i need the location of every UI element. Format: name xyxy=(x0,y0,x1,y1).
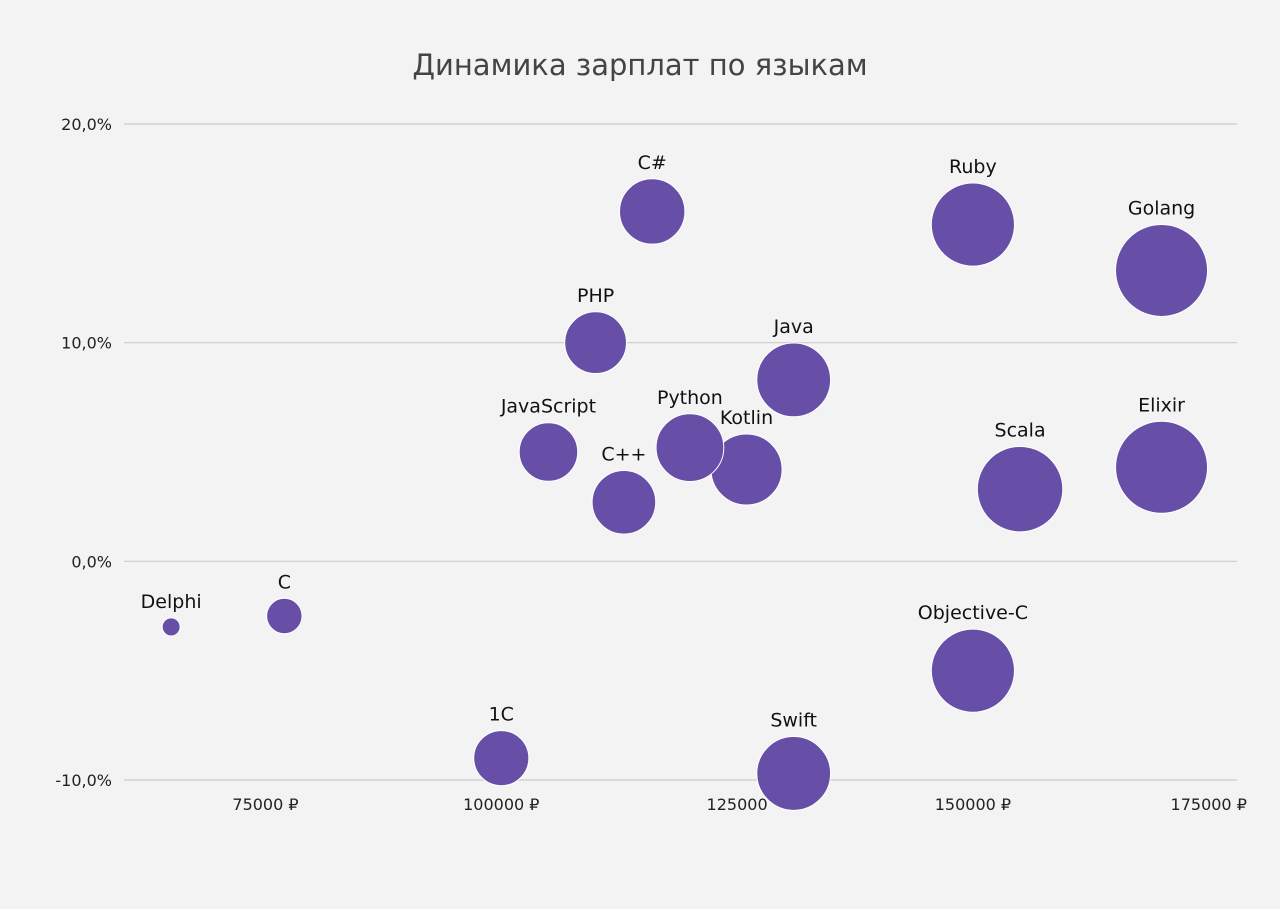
x-axis-tick-labels: 75000 ₽ 100000 ₽ 125000 150000 ₽ 175000 ₽ xyxy=(232,795,1246,814)
bubble-label-1c: 1C xyxy=(489,704,514,726)
bubble-ruby xyxy=(930,182,1015,267)
bubble-label-objective-c: Objective-C xyxy=(918,602,1028,624)
bubble-label-php: PHP xyxy=(577,285,614,307)
y-tick-label: 0,0% xyxy=(71,552,112,571)
bubble-label-golang: Golang xyxy=(1128,198,1195,220)
bubble-label-java: Java xyxy=(773,316,814,338)
bubble-label-delphi: Delphi xyxy=(141,591,202,613)
chart-title: Динамика зарплат по языкам xyxy=(412,48,867,82)
bubble-golang xyxy=(1115,224,1209,318)
bubble-scala xyxy=(976,445,1064,533)
x-tick-label: 125000 xyxy=(707,795,768,814)
bubble-javascript xyxy=(518,422,579,482)
bubble-elixir xyxy=(1115,420,1209,514)
x-tick-label: 75000 ₽ xyxy=(232,795,298,814)
bubble-label-scala: Scala xyxy=(995,419,1046,441)
bubble-1c xyxy=(473,730,530,787)
bubble-label-javascript: JavaScript xyxy=(500,396,596,418)
bubble-csharp xyxy=(619,178,686,245)
bubble-swift xyxy=(756,736,832,811)
bubble-label-elixir: Elixir xyxy=(1138,394,1185,416)
bubble-label-csharp: C# xyxy=(638,152,667,174)
y-tick-label: -10,0% xyxy=(55,771,112,790)
bubble-label-ruby: Ruby xyxy=(949,156,997,178)
bubble-label-swift: Swift xyxy=(770,710,817,732)
bubble-label-kotlin: Kotlin xyxy=(720,407,773,429)
bubble-php xyxy=(564,311,627,375)
bubble-label-cplusplus: C++ xyxy=(601,443,646,465)
bubble-label-python: Python xyxy=(657,387,723,409)
x-tick-label: 100000 ₽ xyxy=(463,795,539,814)
bubble-c xyxy=(266,597,303,635)
gridlines xyxy=(124,123,1237,781)
bubble-java xyxy=(756,342,832,418)
bubble-label-c: C xyxy=(278,571,291,593)
y-tick-label: 20,0% xyxy=(61,115,112,134)
bubbles xyxy=(161,178,1209,811)
bubble-python xyxy=(655,413,725,482)
y-tick-label: 10,0% xyxy=(61,334,112,353)
bubble-delphi xyxy=(161,617,181,637)
x-tick-label: 175000 ₽ xyxy=(1171,795,1247,814)
bubble-cplusplus xyxy=(591,469,657,535)
y-axis-tick-labels: 20,0% 10,0% 0,0% -10,0% xyxy=(55,115,112,790)
bubble-objective-c xyxy=(930,628,1015,713)
x-tick-label: 150000 ₽ xyxy=(935,795,1011,814)
